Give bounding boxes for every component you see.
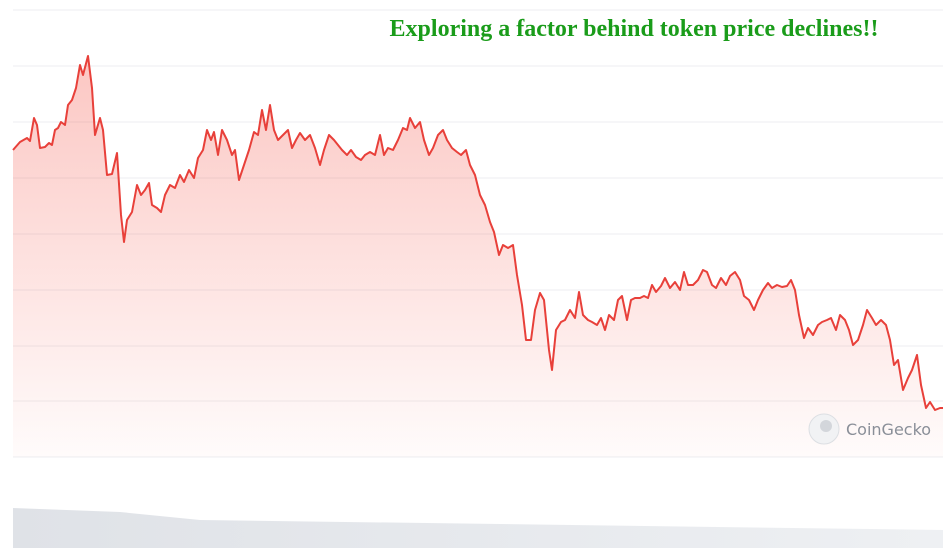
- watermark: CoinGecko: [808, 413, 931, 445]
- logo-eye: [820, 420, 832, 432]
- volume-strip: [13, 508, 943, 548]
- plot: [12, 55, 943, 457]
- chart-title: Exploring a factor behind token price de…: [390, 16, 879, 42]
- price-line: [12, 55, 943, 411]
- brand-text: CoinGecko: [846, 420, 931, 439]
- area: [13, 56, 943, 457]
